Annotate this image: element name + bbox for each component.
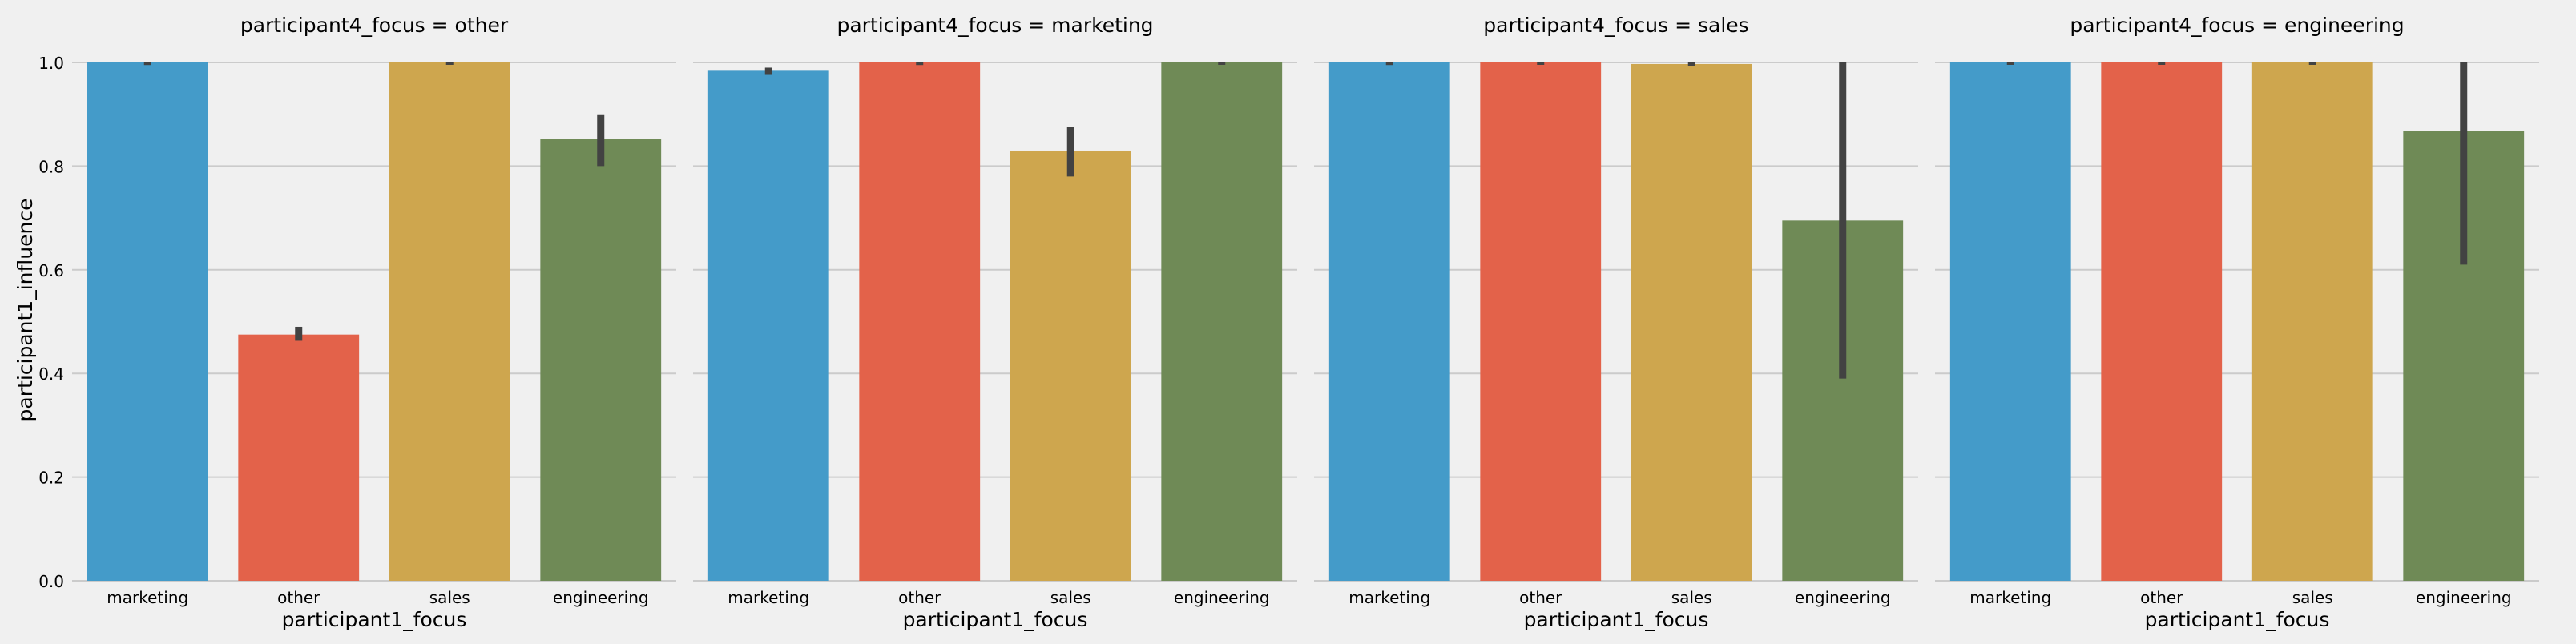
bar-marketing [1328, 62, 1450, 581]
y-tick-label: 1.0 [38, 54, 64, 73]
x-tick-label-other: other [1519, 588, 1562, 607]
x-tick-label-other: other [2140, 588, 2183, 607]
x-axis-label: participant1_focus [903, 608, 1088, 631]
y-tick-label: 0.8 [38, 157, 64, 176]
bar-engineering [540, 139, 662, 582]
facet-title: participant4_focus = marketing [836, 14, 1153, 37]
y-tick-label: 0.0 [38, 572, 64, 591]
bar-other [1480, 62, 1602, 581]
y-tick-label: 0.4 [38, 364, 64, 384]
bar-sales [1010, 150, 1131, 582]
bar-sales [2251, 62, 2373, 581]
x-tick-label-other: other [898, 588, 941, 607]
x-tick-label-sales: sales [2292, 588, 2333, 607]
bar-marketing [707, 70, 829, 582]
facet-title: participant4_focus = engineering [2070, 14, 2404, 37]
y-tick-label: 0.2 [38, 469, 64, 488]
x-tick-label-sales: sales [429, 588, 470, 607]
bar-other [2101, 62, 2223, 581]
facet-panel-2: participant4_focus = marketing marketing o… [693, 14, 1297, 631]
x-tick-label-marketing: marketing [1969, 588, 2051, 607]
facet-title: participant4_focus = sales [1483, 14, 1748, 37]
x-tick-label-engineering: engineering [1174, 588, 1270, 607]
x-tick-label-marketing: marketing [728, 588, 809, 607]
facet-panel-4: participant4_focus = engineering marketin… [1935, 14, 2539, 631]
x-axis-label: participant1_focus [1524, 608, 1709, 631]
bar-marketing [87, 62, 208, 581]
bar-marketing [1949, 62, 2071, 581]
x-tick-label-engineering: engineering [2416, 588, 2512, 607]
facet-panel-3: participant4_focus = sales marketing other… [1314, 14, 1918, 631]
x-axis-label: participant1_focus [282, 608, 467, 631]
bar-other [859, 62, 981, 581]
x-tick-label-sales: sales [1671, 588, 1712, 607]
x-tick-label-sales: sales [1050, 588, 1091, 607]
bar-sales [389, 62, 510, 581]
x-tick-label-engineering: engineering [1795, 588, 1891, 607]
x-tick-label-marketing: marketing [1348, 588, 1430, 607]
facet-panel-1: 0.0 0.2 0.4 0.6 0.8 1.0 participant4_focus = o… [38, 14, 676, 631]
x-tick-label-other: other [277, 588, 320, 607]
y-tick-label: 0.6 [38, 261, 64, 280]
bar-engineering [1161, 62, 1283, 581]
bar-sales [1631, 63, 1752, 582]
bar-other [238, 334, 360, 581]
facet-title: participant4_focus = other [240, 14, 509, 37]
x-axis-label: participant1_focus [2145, 608, 2330, 631]
x-tick-label-marketing: marketing [107, 588, 188, 607]
y-axis-label: participant1_influence [14, 199, 37, 422]
x-tick-label-engineering: engineering [553, 588, 649, 607]
